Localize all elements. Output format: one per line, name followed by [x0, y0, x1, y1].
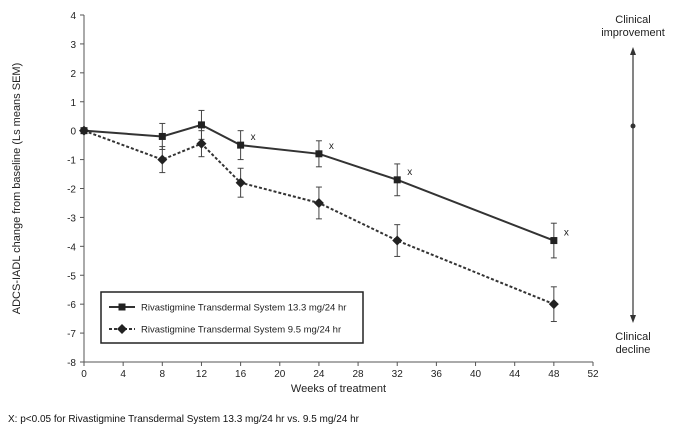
- x-tick-label: 20: [274, 369, 286, 380]
- x-tick-label: 0: [81, 369, 87, 380]
- series-markers: [79, 121, 559, 310]
- y-tick-label: 2: [70, 69, 76, 80]
- x-tick-label: 28: [353, 369, 365, 380]
- legend: Rivastigmine Transdermal System 13.3 mg/…: [100, 291, 364, 344]
- x-tick-label: 52: [587, 369, 599, 380]
- y-tick-label: -2: [67, 185, 76, 196]
- x-tick-label: 44: [509, 369, 521, 380]
- y-tick-label: -4: [67, 242, 76, 253]
- data-point-square: [550, 237, 558, 245]
- data-point-square: [197, 121, 205, 129]
- annotation-bottom-text: Clinical: [615, 331, 650, 343]
- y-tick-label: -1: [67, 156, 76, 167]
- x-tick-label: 40: [470, 369, 482, 380]
- y-tick-label: -8: [67, 358, 76, 369]
- significance-mark: x: [329, 141, 334, 152]
- y-tick-label: -3: [67, 213, 76, 224]
- x-tick-label: 32: [392, 369, 404, 380]
- y-tick-label: 0: [70, 127, 76, 138]
- x-tick-label: 4: [120, 369, 126, 380]
- error-bars: [159, 109, 557, 323]
- data-point-square: [315, 150, 323, 158]
- midpoint-dot: [630, 123, 636, 129]
- x-tick-label: 24: [313, 369, 325, 380]
- x-tick-label: 12: [196, 369, 208, 380]
- footnote: X: p<0.05 for Rivastigmine Transdermal S…: [8, 414, 359, 425]
- data-point-square: [393, 176, 401, 184]
- arrow-down-icon: [630, 315, 636, 323]
- legend-label: Rivastigmine Transdermal System 9.5 mg/2…: [141, 325, 341, 336]
- legend-marker-square: [118, 303, 126, 311]
- data-point-diamond: [79, 125, 89, 136]
- y-tick-label: -7: [67, 329, 76, 340]
- significance-mark: x: [251, 132, 256, 143]
- significance-mark: x: [564, 228, 569, 239]
- y-axis-label: ADCS-IADL change from baseline (Ls means…: [11, 63, 23, 314]
- x-tick-label: 48: [548, 369, 560, 380]
- legend-box: [100, 291, 364, 344]
- annotation-top-text: Clinical: [615, 14, 650, 26]
- x-axis-label: Weeks of treatment: [291, 383, 386, 395]
- x-tick-label: 8: [160, 369, 166, 380]
- legend-marker-diamond: [117, 324, 127, 334]
- data-point-diamond: [196, 138, 207, 149]
- data-point-square: [158, 132, 166, 140]
- significance-mark: x: [407, 167, 412, 178]
- x-tick-label: 36: [431, 369, 443, 380]
- y-tick-label: 4: [70, 11, 76, 22]
- data-point-square: [237, 141, 245, 149]
- y-tick-label: -5: [67, 271, 76, 282]
- data-point-diamond: [157, 154, 168, 165]
- arrow-up-icon: [630, 47, 636, 55]
- data-point-diamond: [548, 299, 559, 310]
- x-tick-label: 16: [235, 369, 247, 380]
- y-tick-label: 1: [70, 98, 76, 109]
- data-point-diamond: [235, 177, 246, 188]
- y-tick-label: 3: [70, 40, 76, 51]
- annotation-bottom-text: decline: [616, 344, 651, 356]
- data-point-diamond: [313, 197, 324, 208]
- significance-marks: x x x x: [251, 132, 569, 238]
- y-tick-label: -6: [67, 300, 76, 311]
- annotation-top-text: improvement: [601, 27, 665, 39]
- data-point-diamond: [392, 235, 403, 246]
- legend-label: Rivastigmine Transdermal System 13.3 mg/…: [141, 303, 346, 314]
